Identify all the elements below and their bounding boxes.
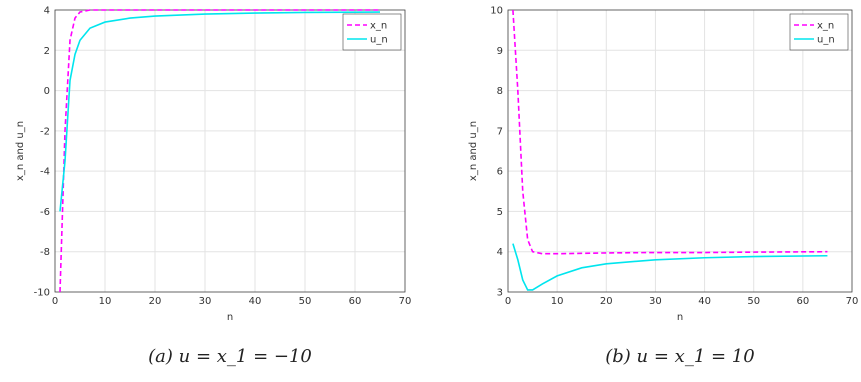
y-tick-label: -8	[40, 247, 50, 258]
legend-label: x_n	[370, 21, 387, 32]
x-tick-label: 70	[846, 296, 859, 307]
caption: (a) u = x_1 = −10	[148, 346, 312, 367]
legend-label: x_n	[817, 21, 834, 32]
x-tick-label: 20	[149, 296, 162, 307]
x-tick-label: 40	[698, 296, 711, 307]
y-tick-label: 3	[497, 288, 503, 299]
y-axis-label: x_n and u_n	[468, 121, 479, 181]
chart: 0 10 20 30 40 50 60 70 3 4 5 6 7 8 9 10 x_n u_nn x_n and u…	[468, 6, 858, 368]
caption: (b) u = x_1 = 10	[605, 346, 754, 367]
x-tick-label: 50	[299, 296, 312, 307]
legend-label: u_n	[370, 35, 388, 46]
x-tick-label: 50	[747, 296, 760, 307]
y-tick-label: -2	[40, 126, 50, 137]
y-tick-label: 6	[497, 167, 503, 178]
y-tick-label: 5	[497, 207, 503, 218]
x-tick-label: 60	[796, 296, 809, 307]
x-tick-label: 70	[399, 296, 412, 307]
figure: 010203040506070-10-8-6-4-2024x_nu_nnx_n …	[0, 0, 861, 378]
y-tick-label: 9	[497, 46, 503, 57]
x-tick-label: 40	[249, 296, 262, 307]
y-tick-label: 4	[44, 6, 50, 17]
x-tick-label: 20	[600, 296, 613, 307]
y-tick-label: 4	[497, 247, 503, 258]
x-tick-label: 60	[349, 296, 362, 307]
y-tick-label: -10	[34, 288, 50, 299]
y-tick-label: 2	[44, 46, 50, 57]
plot-area	[508, 10, 852, 292]
y-tick-label: -4	[40, 167, 50, 178]
x-tick-label: 0	[52, 296, 58, 307]
x-tick-label: 0	[505, 296, 511, 307]
x-axis-label: n	[677, 312, 683, 323]
x-axis-label: n	[227, 312, 233, 323]
y-tick-label: -6	[40, 207, 50, 218]
x-tick-label: 10	[99, 296, 112, 307]
y-tick-label: 7	[497, 126, 503, 137]
legend-label: u_n	[817, 35, 835, 46]
y-axis-label: x_n and u_n	[15, 121, 26, 181]
y-tick-label: 8	[497, 86, 503, 97]
y-tick-label: 0	[44, 86, 50, 97]
chart: 0 10 20 30 40 50 60 70 -10 -8 -6 -4 -2 0 2 4 x_n u_nn x_n …	[15, 6, 411, 368]
x-tick-label: 30	[199, 296, 212, 307]
plot-area	[55, 10, 405, 292]
x-tick-label: 10	[551, 296, 564, 307]
x-tick-label: 30	[649, 296, 662, 307]
y-tick-label: 10	[490, 6, 503, 17]
